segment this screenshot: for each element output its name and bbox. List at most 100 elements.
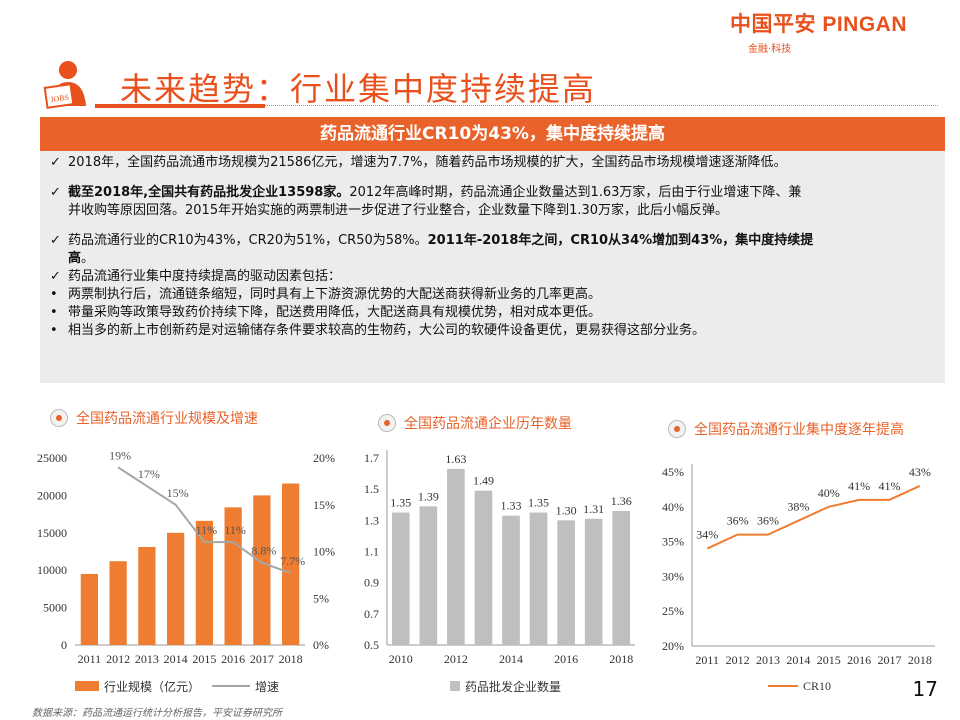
bar <box>419 506 438 645</box>
bar <box>109 561 127 645</box>
bar-data-label: 1.30 <box>556 503 577 517</box>
x-tick-label: 2011 <box>78 652 102 666</box>
bar <box>282 483 300 645</box>
x-tick-label: 2015 <box>192 652 216 666</box>
y-tick-label-right: 15% <box>313 498 335 512</box>
bar <box>80 573 98 645</box>
x-tick-label: 2013 <box>135 652 159 666</box>
y-tick-label: 25% <box>662 604 684 618</box>
bar <box>447 468 465 645</box>
chart-market-size: 0 5000 10000 15000 20000 25000 0% 5% 10% 15% 20% 20… <box>37 448 335 694</box>
chart-bullet-icon <box>378 414 396 432</box>
growth-line <box>117 466 291 574</box>
chart3-title: 全国药品流通行业集中度逐年提高 <box>668 419 904 439</box>
summary-line: • 带量采购等政策导致药价持续下降，配送费用降低，大配送商具有规模优势，相对成本更… <box>50 305 602 320</box>
page-number: 17 <box>912 677 938 701</box>
y-tick-label: 1.1 <box>364 545 379 559</box>
bar <box>529 512 548 645</box>
line-data-label: 41% <box>878 479 900 493</box>
summary-line: • 相当多的新上市创新药是对运输储存条件要求较高的生物药，大公司的软硬件设备更优，… <box>50 323 706 338</box>
bar <box>138 547 156 645</box>
growth-data-label: 11% <box>224 523 246 537</box>
bar <box>391 512 410 645</box>
title-divider <box>95 105 938 106</box>
cr10-line <box>706 485 921 550</box>
growth-data-label: 17% <box>138 467 160 481</box>
page-title: 未来趋势：行业集中度持续提高 <box>120 70 597 108</box>
bar-data-label: 1.39 <box>418 489 439 503</box>
bar <box>584 518 603 645</box>
summary-line: ✓ 药品流通行业的CR10为43%，CR20为51%，CR50为58%。2011年… <box>50 233 814 248</box>
x-tick-label: 2014 <box>164 652 188 666</box>
y-tick-label-right: 10% <box>313 545 335 559</box>
growth-data-label: 11% <box>196 523 218 537</box>
x-tick-label: 2018 <box>609 652 633 666</box>
line-data-label: 36% <box>757 514 779 528</box>
y-tick-label: 20% <box>662 639 684 653</box>
bar <box>557 520 575 645</box>
y-tick-label: 35% <box>662 535 684 549</box>
brand-tagline: 金融·科技 <box>748 44 792 55</box>
y-tick-label-left: 20000 <box>37 488 67 502</box>
x-tick-label: 2011 <box>695 653 719 667</box>
y-tick-label: 1.5 <box>364 482 379 496</box>
y-tick-label-right: 0% <box>313 638 329 652</box>
y-tick-label-left: 25000 <box>37 451 67 465</box>
x-tick-label: 2016 <box>554 652 578 666</box>
legend-label: 药品批发企业数量 <box>465 679 561 694</box>
y-tick-label-left: 15000 <box>37 526 67 540</box>
legend-label: CR10 <box>803 679 831 693</box>
y-tick-label: 1.3 <box>364 513 379 527</box>
summary-line: ✓ 2018年，全国药品流通市场规模为21586亿元，增速为7.7%，随着药品市场… <box>50 155 787 170</box>
bar-data-label: 1.36 <box>611 494 632 508</box>
bar <box>502 515 520 645</box>
legend-label-line: 增速 <box>255 680 279 694</box>
summary-lines: ✓ 2018年，全国药品流通市场规模为21586亿元，增速为7.7%，随着药品市场… <box>50 154 938 340</box>
y-tick-label: 0.7 <box>364 607 379 621</box>
y-tick-label: 40% <box>662 500 684 514</box>
bar <box>195 520 213 645</box>
summary-box <box>40 117 945 383</box>
x-tick-label: 2017 <box>877 653 901 667</box>
legend-swatch <box>450 681 460 691</box>
x-tick-label: 2016 <box>221 652 245 666</box>
x-tick-label: 2017 <box>250 652 274 666</box>
y-tick-label: 45% <box>662 465 684 479</box>
x-tick-label: 2012 <box>726 653 750 667</box>
brand-name: 中国平安 PINGAN <box>730 13 908 36</box>
summary-line: ✓ 药品流通行业集中度持续提高的驱动因素包括： <box>50 269 342 284</box>
chart1-title: 全国药品流通行业规模及增速 <box>50 408 258 428</box>
chart-cr10: 20% 25% 30% 35% 40% 45% 34% 36% 36% 38% 40% 41% 41% 4… <box>662 464 935 693</box>
x-tick-label: 2012 <box>106 652 130 666</box>
chart2-title: 全国药品流通企业历年数量 <box>378 413 572 433</box>
y-tick-label: 0.5 <box>364 638 379 652</box>
title-accent-bar <box>95 104 265 108</box>
summary-line: ✓ 截至2018年,全国共有药品批发企业13598家。2012年高峰时期，药品流通… <box>50 185 802 200</box>
growth-data-label: 15% <box>167 486 189 500</box>
brand-logo: 中国平安 PINGAN 金融·科技 <box>730 8 930 55</box>
bar <box>167 532 185 645</box>
growth-data-label: 19% <box>109 448 131 462</box>
legend-swatch-bar <box>75 681 99 691</box>
bar-data-label: 1.33 <box>501 499 522 513</box>
line-data-label: 40% <box>818 486 840 500</box>
bar <box>612 510 631 645</box>
line-data-label: 36% <box>727 514 749 528</box>
line-data-label: 41% <box>848 479 870 493</box>
summary-line: • 两票制执行后，流通链条缩短，同时具有上下游资源优势的大配送商获得新业务的几率更… <box>50 287 602 302</box>
bar-data-label: 1.63 <box>445 452 466 466</box>
y-tick-label-left: 5000 <box>43 601 67 615</box>
chart-enterprise-count: 0.5 0.7 0.9 1.1 1.3 1.5 1.7 1.35 1.39 1.63 1.49 1.3… <box>364 450 635 694</box>
y-tick-label-right: 5% <box>313 591 329 605</box>
bar-data-label: 1.35 <box>528 496 549 510</box>
y-tick-label-left: 0 <box>61 638 67 652</box>
y-tick-label: 0.9 <box>364 576 379 590</box>
x-tick-label: 2014 <box>786 653 810 667</box>
chart-bullet-icon <box>668 420 686 438</box>
y-tick-label: 30% <box>662 569 684 583</box>
y-tick-label-left: 10000 <box>37 563 67 577</box>
bar-data-label: 1.49 <box>473 474 494 488</box>
jobs-person-icon: JOBS <box>43 61 86 109</box>
growth-data-label: 7.7% <box>280 554 305 568</box>
bar <box>253 495 271 645</box>
